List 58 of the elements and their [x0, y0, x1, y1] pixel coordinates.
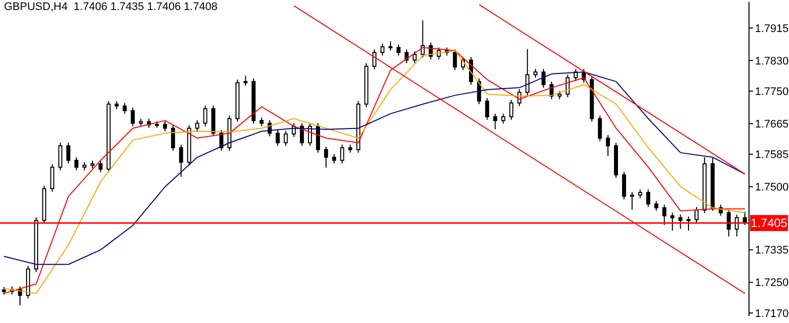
candlestick	[98, 160, 103, 173]
candlestick	[598, 115, 602, 142]
candlestick	[50, 164, 54, 192]
candlestick	[122, 102, 127, 114]
ref-line-label: 1.7405	[750, 216, 788, 230]
y-tick-label: 1.7585	[755, 149, 789, 162]
candlestick	[694, 206, 699, 224]
candlestick	[74, 156, 78, 171]
candlestick	[388, 40, 392, 52]
candlestick	[525, 48, 530, 96]
candlestick	[678, 214, 682, 230]
candlestick	[316, 122, 320, 154]
y-tick-label: 1.7335	[755, 244, 789, 257]
candlestick	[622, 171, 626, 200]
candlestick	[372, 48, 376, 70]
candlestick	[606, 134, 610, 157]
candlestick	[654, 200, 658, 212]
candlestick	[566, 74, 570, 98]
candlestick	[420, 20, 425, 58]
candlestick	[284, 130, 288, 146]
y-tick-label: 1.7830	[755, 55, 789, 68]
candlestick	[501, 113, 506, 124]
candlestick	[162, 120, 167, 132]
candlestick	[396, 44, 401, 56]
candlestick	[324, 146, 328, 168]
y-tick-label: 1.7665	[755, 118, 789, 131]
candlestick	[734, 214, 739, 237]
candlestick	[203, 105, 208, 127]
candlestick	[171, 124, 176, 152]
candlestick	[726, 209, 731, 237]
candlestick	[509, 99, 514, 120]
candlestick	[485, 98, 490, 120]
candlestick	[452, 48, 457, 71]
candlestick	[66, 142, 70, 164]
candlestick	[412, 50, 417, 64]
candlestick	[630, 192, 634, 210]
candlestick	[380, 43, 384, 56]
chart-title: GBPUSD,H4 1.7406 1.7435 1.7406 1.7408	[4, 1, 218, 13]
y-tick-label: 1.7915	[755, 22, 789, 35]
candlestick	[332, 154, 336, 164]
candlestick	[276, 130, 280, 146]
candlestick	[58, 142, 62, 171]
y-tick-label: 1.7500	[755, 182, 789, 194]
y-tick-label: 1.7170	[755, 308, 789, 320]
candlestick	[670, 212, 674, 232]
line-series	[4, 71, 746, 265]
candlestick	[662, 204, 666, 226]
candlestick	[542, 68, 546, 88]
candlestick	[179, 144, 184, 178]
candlestick	[340, 144, 344, 164]
candlestick	[130, 107, 135, 127]
candlestick	[646, 188, 650, 208]
candlestick	[493, 113, 498, 130]
y-tick-label: 1.7750	[755, 86, 789, 98]
candlestick	[195, 120, 200, 132]
candlestick	[244, 75, 248, 86]
candlestick	[686, 216, 690, 232]
y-tick-label: 1.7250	[755, 277, 789, 290]
